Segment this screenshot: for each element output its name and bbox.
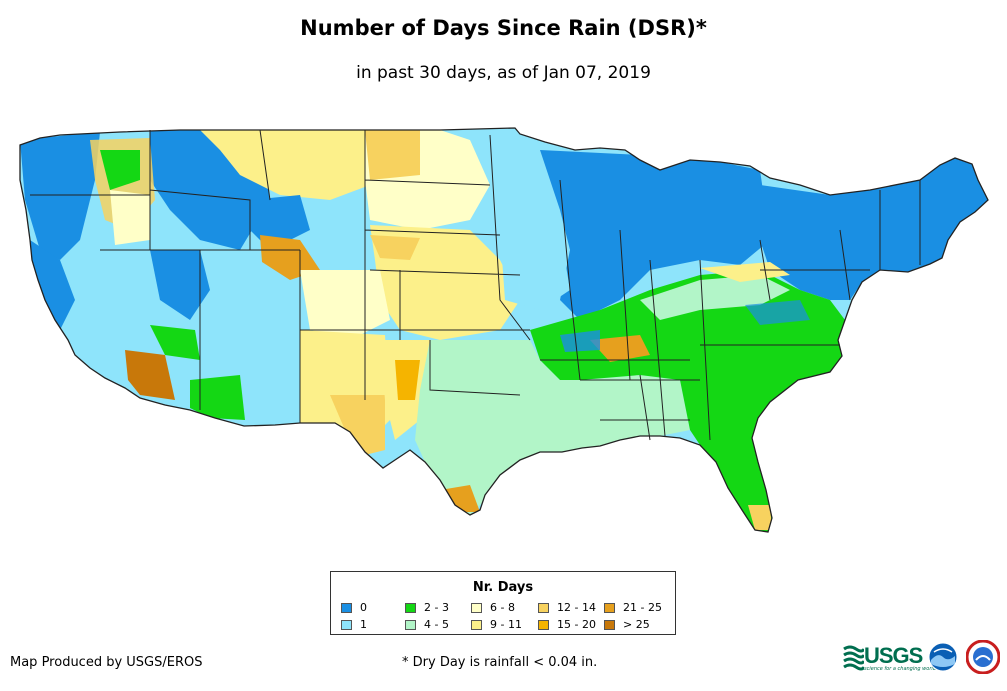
map-title: Number of Days Since Rain (DSR)*	[300, 16, 707, 40]
legend-item-0: 0	[341, 602, 367, 614]
zone-12-14-west-texas	[330, 395, 385, 455]
legend-swatch	[405, 620, 416, 630]
legend-item-9-11: 9 - 11	[471, 619, 522, 631]
noaa-logo-icon	[928, 642, 958, 672]
zone-9-11-ohio	[700, 262, 790, 282]
legend-item-21-25: 21 - 25	[604, 602, 662, 614]
legend-swatch	[604, 620, 615, 630]
zone-21-25-tennessee	[590, 335, 650, 362]
agency-logos: USGS science for a changing world	[842, 640, 1004, 676]
zone-6-8-colorado	[300, 270, 390, 340]
producer-credit: Map Produced by USGS/EROS	[10, 655, 203, 670]
zone-12-14-north-dakota	[365, 130, 420, 180]
zone-4-5-ohio-valley	[640, 275, 790, 320]
zone-21-25-colorado	[260, 235, 320, 280]
zone-12-14-nebraska	[370, 235, 420, 260]
zone-2-3-southeast	[530, 270, 845, 532]
legend-item-gt25: > 25	[604, 619, 650, 631]
nws-logo-icon	[966, 640, 1000, 674]
zone-0-missouri	[560, 330, 600, 352]
legend-swatch	[604, 603, 615, 613]
zone-1-iowa	[500, 230, 570, 310]
legend-swatch	[538, 603, 549, 613]
zone-9-11-montana	[200, 130, 370, 200]
legend-item-12-14: 12 - 14	[538, 602, 596, 614]
usgs-logo-text: USGS	[864, 643, 923, 668]
zone-0-virginia	[745, 300, 810, 325]
dry-day-note: * Dry Day is rainfall < 0.04 in.	[402, 655, 598, 670]
legend-swatch	[538, 620, 549, 630]
zone-2-3-arizona-south	[190, 375, 245, 420]
map-subtitle: in past 30 days, as of Jan 07, 2019	[356, 63, 651, 83]
legend-swatch	[341, 603, 352, 613]
legend-swatch	[341, 620, 352, 630]
zone-21-25-south-texas	[440, 485, 480, 512]
zone-12-14-florida	[748, 505, 772, 530]
usgs-wave-icon	[843, 645, 864, 671]
legend-item-2-3: 2 - 3	[405, 602, 449, 614]
legend-item-1: 1	[341, 619, 367, 631]
zone-0-northwest	[20, 132, 100, 260]
zone-2-3-oregon	[100, 150, 140, 190]
state-borders	[30, 129, 921, 441]
zone-gt25-southern-california	[125, 350, 175, 400]
zone-2-3-arizona-west	[150, 325, 200, 360]
legend-item-6-8: 6 - 8	[471, 602, 515, 614]
zone-6-8-oregon	[110, 190, 150, 245]
zone-0-nevada	[150, 250, 210, 320]
usgs-tagline: science for a changing world	[864, 666, 936, 672]
zone-0-great-lakes	[540, 150, 770, 320]
legend: Nr. Days 0 1 2 - 3 4 - 5 6 - 8 9 - 11 12…	[330, 571, 676, 635]
legend-item-4-5: 4 - 5	[405, 619, 449, 631]
zone-0-california-coast	[30, 240, 75, 330]
legend-swatch	[471, 620, 482, 630]
legend-item-15-20: 15 - 20	[538, 619, 596, 631]
legend-swatch	[405, 603, 416, 613]
zone-15-20-texas	[395, 360, 420, 400]
zone-0-northeast	[760, 158, 988, 300]
legend-title: Nr. Days	[472, 580, 534, 595]
legend-swatch	[471, 603, 482, 613]
zone-4-5-south-central	[415, 340, 690, 515]
